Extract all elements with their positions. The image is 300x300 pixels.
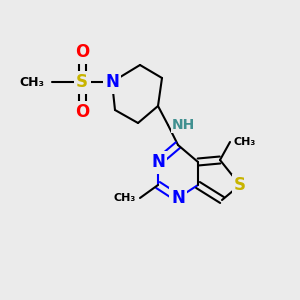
Text: S: S xyxy=(234,176,246,194)
Text: N: N xyxy=(105,73,119,91)
Text: S: S xyxy=(76,73,88,91)
Text: CH₃: CH₃ xyxy=(234,137,256,147)
Text: N: N xyxy=(151,153,165,171)
Text: CH₃: CH₃ xyxy=(114,193,136,203)
Text: N: N xyxy=(171,189,185,207)
Text: O: O xyxy=(75,43,89,61)
Text: NH: NH xyxy=(172,118,195,132)
Text: CH₃: CH₃ xyxy=(19,76,44,88)
Text: O: O xyxy=(75,103,89,121)
